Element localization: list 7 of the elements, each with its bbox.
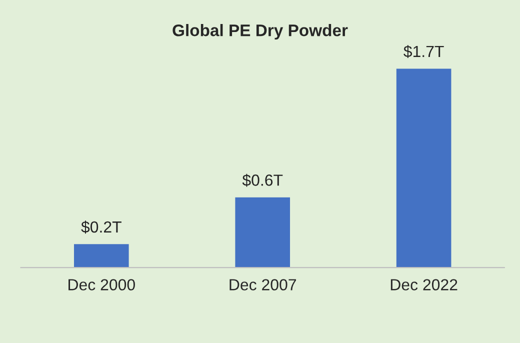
x-tick-label: Dec 2000 [68,279,135,290]
x-tick-label: Dec 2007 [230,279,296,290]
data-label: $0.2T [81,220,122,234]
chart-title: Global PE Dry Powder [172,24,348,40]
x-tick-label: Dec 2022 [390,279,458,290]
data-label: $0.6T [242,174,283,187]
data-label: $1.7T [404,45,444,58]
